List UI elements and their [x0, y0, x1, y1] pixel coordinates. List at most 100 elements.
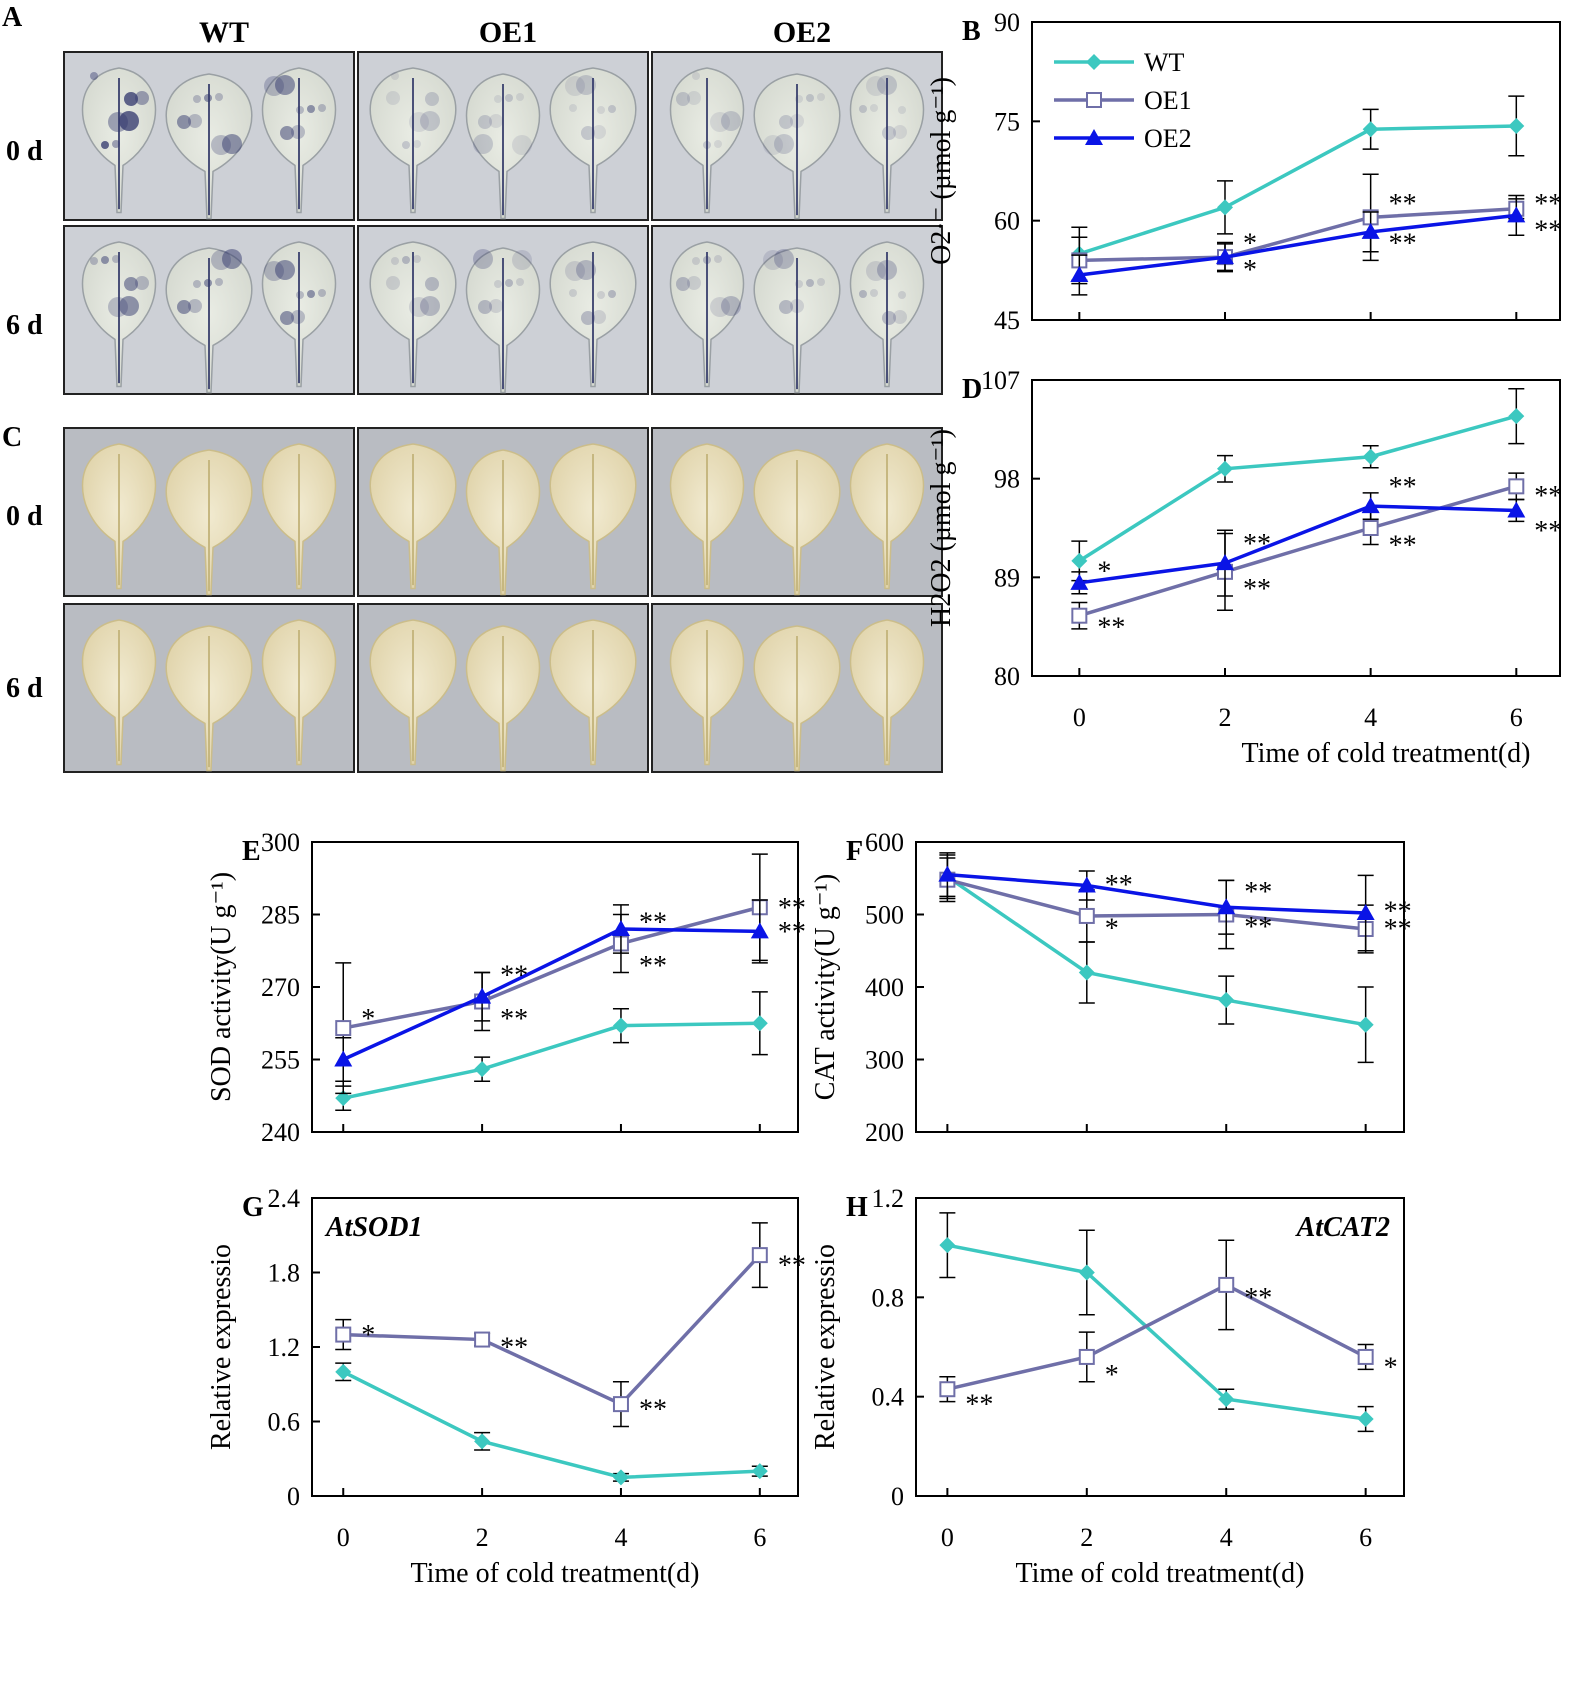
gene-label: AtSOD1 — [324, 1212, 422, 1243]
stain-spot — [90, 257, 98, 265]
series-line-oe1 — [1079, 206, 1517, 263]
data-point-oe2 — [1077, 876, 1096, 893]
stain-spot — [264, 76, 284, 96]
stain-spot — [211, 250, 231, 270]
stain-spot — [592, 310, 606, 324]
chart-g-atsod1-expression: G 0 0.6 1.2 1.8 2.4 0 2 4 6 Time of cold treatment… — [206, 1184, 806, 1589]
data-point-oe2 — [1217, 898, 1236, 915]
significance-marker: ** — [639, 907, 667, 938]
y-tick-label: 0.6 — [268, 1408, 301, 1437]
stain-spot — [692, 72, 700, 80]
stain-spot — [409, 112, 429, 132]
significance-marker: ** — [778, 917, 806, 948]
x-tick-label: 4 — [1220, 1523, 1233, 1552]
stain-spot — [215, 93, 223, 101]
data-point-wt — [1078, 964, 1095, 981]
panel-letter-e: E — [242, 836, 261, 867]
x-tick-label: 6 — [1359, 1523, 1372, 1552]
stain-spot — [101, 141, 109, 149]
stain-spot — [870, 104, 878, 112]
stain-spot — [307, 105, 315, 113]
stain-spot — [516, 278, 524, 286]
stain-spot — [222, 249, 242, 269]
stain-spot — [420, 111, 440, 131]
data-point-oe2 — [473, 987, 492, 1004]
data-point-oe1 — [474, 1331, 491, 1348]
series-line-wt — [947, 1243, 1366, 1421]
y-tick-label: 1.8 — [268, 1259, 301, 1288]
stain-spot — [608, 290, 616, 298]
stain-spot — [296, 106, 304, 114]
stain-spot — [763, 250, 783, 270]
stain-spot — [494, 280, 502, 288]
stain-spot — [108, 297, 128, 317]
stain-spot — [425, 92, 439, 106]
stain-spot — [124, 92, 138, 106]
significance-marker: ** — [1244, 912, 1272, 943]
stain-spot — [135, 276, 149, 290]
significance-marker: ** — [1244, 1283, 1272, 1314]
data-point-oe1 — [1078, 907, 1095, 924]
stain-spot — [817, 93, 825, 101]
y-tick-label: 80 — [994, 662, 1020, 691]
data-point-oe2 — [1215, 554, 1234, 571]
significance-marker: ** — [1534, 516, 1562, 547]
stain-spot — [866, 76, 886, 96]
significance-marker: ** — [1243, 529, 1271, 560]
data-point-wt — [1357, 1411, 1374, 1428]
significance-marker: * — [1105, 1360, 1119, 1391]
stain-spot — [703, 256, 711, 264]
stain-spot — [135, 91, 149, 105]
legend-label-oe1: OE1 — [1144, 86, 1192, 115]
y-axis-label: SOD activity(U g⁻¹) — [206, 872, 237, 1102]
stain-spot — [478, 300, 492, 314]
significance-marker: ** — [500, 1004, 528, 1035]
y-tick-label: 400 — [865, 973, 904, 1002]
panel-letter-f: F — [846, 836, 863, 867]
data-point-wt — [1362, 448, 1379, 465]
stain-spot — [489, 114, 503, 128]
y-tick-label: 98 — [994, 465, 1020, 494]
significance-marker: ** — [1534, 215, 1562, 246]
y-tick-label: 300 — [261, 828, 300, 857]
stain-spot — [264, 261, 284, 281]
series-line-oe2 — [1079, 504, 1517, 585]
data-point-wt — [1086, 54, 1102, 70]
stain-spot — [204, 94, 212, 102]
data-point-oe1 — [1218, 1276, 1235, 1293]
significance-marker: ** — [1389, 530, 1417, 561]
stain-spot — [721, 111, 741, 131]
stain-spot — [386, 91, 400, 105]
data-point-wt — [1216, 199, 1233, 216]
stain-spot — [386, 276, 400, 290]
stain-spot — [774, 249, 794, 269]
data-point-oe1 — [939, 1381, 956, 1398]
stain-spot — [882, 311, 896, 325]
data-point-oe2 — [1070, 265, 1089, 282]
data-point-oe2 — [938, 865, 957, 882]
plot-frame — [1031, 21, 1561, 321]
stain-spot — [597, 106, 605, 114]
significance-marker: ** — [965, 1390, 993, 1421]
significance-marker: ** — [1389, 472, 1417, 503]
stain-spot — [512, 250, 532, 270]
stain-spot — [177, 300, 191, 314]
stain-spot — [188, 299, 202, 313]
stain-spot — [576, 260, 596, 280]
stain-spot — [402, 141, 410, 149]
stain-spot — [763, 135, 783, 155]
stain-spot — [859, 105, 867, 113]
significance-marker: ** — [1097, 612, 1125, 643]
y-axis-label: Relative expressio — [810, 1244, 841, 1450]
stain-spot — [779, 115, 793, 129]
stain-spot — [425, 277, 439, 291]
series-line-oe1 — [1078, 484, 1517, 618]
data-point-wt — [1071, 552, 1088, 569]
stain-spot — [478, 115, 492, 129]
x-tick-label: 4 — [614, 1523, 627, 1552]
stain-spot — [882, 126, 896, 140]
y-tick-label: 90 — [994, 8, 1020, 37]
stain-spot — [193, 280, 201, 288]
stain-spot — [215, 278, 223, 286]
